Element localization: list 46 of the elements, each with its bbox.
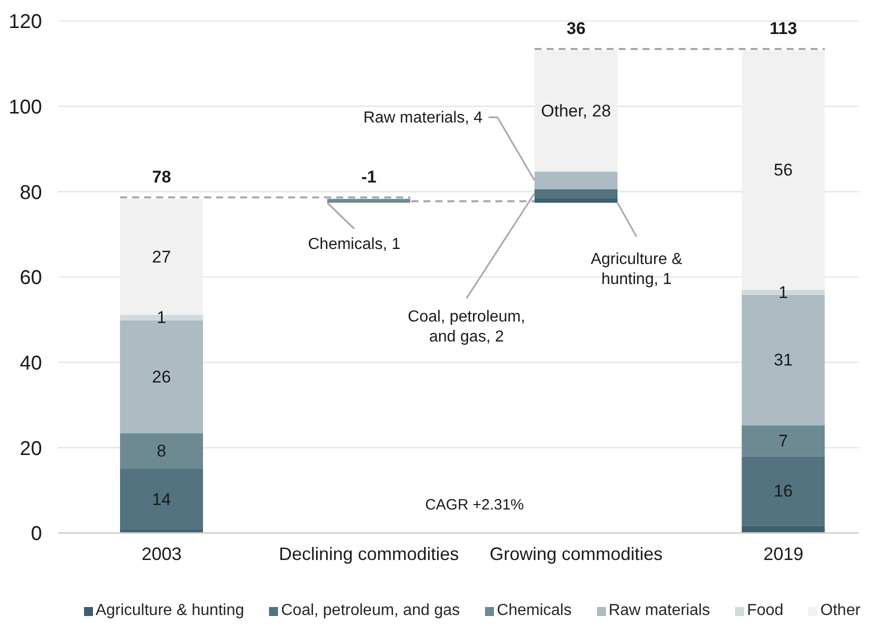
y-tick-label: 60	[20, 267, 42, 290]
bar	[742, 526, 825, 533]
bar	[534, 198, 618, 203]
legend-label: Chemicals	[496, 602, 572, 620]
y-tick-label: 20	[20, 438, 42, 460]
data-label: 31	[774, 350, 793, 370]
data-label: Coal, petroleum, and gas, 2	[408, 308, 526, 345]
legend-label: Agriculture & hunting	[96, 602, 244, 620]
y-tick-label: 80	[20, 182, 42, 204]
data-label: 56	[774, 160, 793, 180]
y-tick-label: 100	[8, 96, 42, 118]
total-label: -1	[361, 167, 376, 186]
legend-label: Food	[746, 602, 784, 620]
data-label: 7	[778, 431, 788, 450]
bar	[327, 198, 410, 203]
x-tick-label: Growing commodities	[490, 544, 663, 564]
bar	[534, 172, 618, 190]
bar	[742, 456, 825, 526]
bar	[534, 189, 618, 198]
y-tick-label: 0	[30, 523, 42, 546]
x-tick-label: 2003	[142, 544, 182, 564]
annotation: CAGR +2.31%	[425, 496, 524, 514]
legend-label: Coal, petroleum, and gas	[281, 602, 460, 620]
legend-label: Raw materials	[608, 602, 710, 620]
data-label: 14	[152, 490, 171, 510]
data-label: 8	[156, 442, 166, 461]
x-tick-label: Declining commodities	[278, 544, 459, 564]
bar	[742, 425, 825, 456]
data-label: Chemicals, 1	[308, 235, 401, 252]
y-tick-label: 120	[8, 11, 42, 34]
data-label: 1	[156, 308, 166, 328]
data-label: 27	[152, 247, 171, 266]
data-label: 26	[152, 367, 171, 386]
data-label: Other, 28	[541, 102, 611, 121]
bar	[120, 433, 203, 469]
total-label: 36	[566, 18, 586, 38]
data-label: Agriculture & hunting, 1	[590, 250, 683, 288]
y-tick-label: 40	[20, 352, 42, 374]
total-label: 78	[152, 167, 172, 186]
data-label: 1	[778, 282, 788, 302]
legend-label: Other	[820, 602, 860, 620]
data-label: 16	[774, 481, 793, 500]
bar	[120, 469, 203, 530]
data-label: Raw materials, 4	[363, 108, 483, 126]
x-tick-label: 2019	[763, 544, 804, 564]
total-label: 113	[770, 18, 798, 38]
